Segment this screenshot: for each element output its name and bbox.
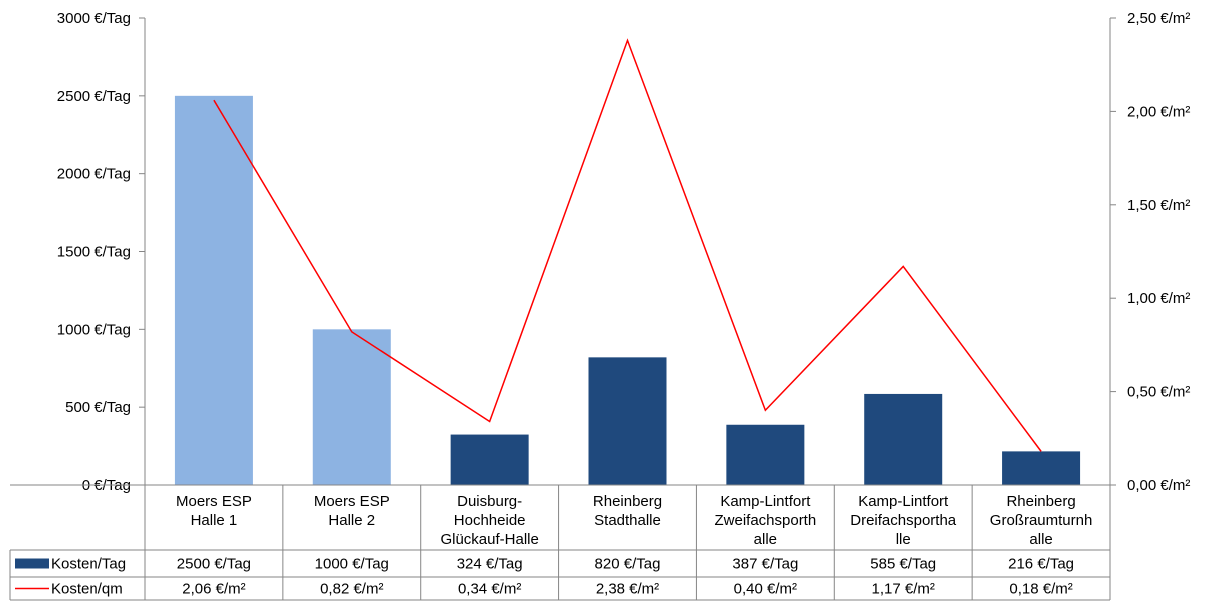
bar-series-kosten-tag (174, 95, 1081, 485)
legend-label-kosten-qm: Kosten/qm (51, 581, 123, 598)
data-label-kosten-qm: 2,06 €/m² (182, 581, 245, 598)
bar (864, 393, 943, 485)
data-label-kosten-qm: 2,38 €/m² (596, 581, 659, 598)
category-label: alle (1029, 531, 1052, 548)
category-label: Glückauf-Halle (440, 531, 538, 548)
data-label-kosten-tag: 216 €/Tag (1008, 556, 1074, 573)
data-label-kosten-qm: 1,17 €/m² (872, 581, 935, 598)
left-axis-tick-label: 500 €/Tag (65, 399, 131, 416)
category-label: Halle 1 (191, 512, 238, 529)
right-axis-tick-label: 1,00 €/m² (1127, 290, 1190, 307)
bar (1002, 451, 1081, 485)
data-label-kosten-tag: 387 €/Tag (732, 556, 798, 573)
category-label: Moers ESP (314, 493, 390, 510)
category-label: Zweifachsporth (714, 512, 816, 529)
left-axis-tick-label: 2500 €/Tag (57, 88, 131, 105)
data-label-kosten-qm: 0,18 €/m² (1009, 581, 1072, 598)
bar (588, 357, 667, 485)
right-axis-tick-label: 0,00 €/m² (1127, 477, 1190, 494)
left-axis-tick-label: 3000 €/Tag (57, 10, 131, 27)
category-label: Rheinberg (593, 493, 662, 510)
category-label: Halle 2 (328, 512, 375, 529)
category-label: Rheinberg (1006, 493, 1075, 510)
right-axis-tick-label: 2,50 €/m² (1127, 10, 1190, 27)
left-axis-tick-label: 1500 €/Tag (57, 244, 131, 261)
bar (450, 434, 529, 485)
left-axis-tick-label: 2000 €/Tag (57, 166, 131, 183)
data-label-kosten-qm: 0,40 €/m² (734, 581, 797, 598)
bar (312, 329, 391, 485)
category-label: Großraumturnh (990, 512, 1093, 529)
data-label-kosten-tag: 585 €/Tag (870, 556, 936, 573)
data-label-kosten-tag: 324 €/Tag (457, 556, 523, 573)
category-label: Duisburg- (457, 493, 522, 510)
category-label: Hochheide (454, 512, 526, 529)
category-label: Stadthalle (594, 512, 661, 529)
category-label: lle (896, 531, 911, 548)
right-axis-tick-label: 2,00 €/m² (1127, 103, 1190, 120)
data-label-kosten-qm: 0,34 €/m² (458, 581, 521, 598)
left-axis-tick-label: 1000 €/Tag (57, 321, 131, 338)
category-label: Kamp-Lintfort (858, 493, 949, 510)
category-label: Kamp-Lintfort (720, 493, 811, 510)
right-y-axis: 0,00 €/m² 0,50 €/m² 1,00 €/m² 1,50 €/m² 2,00… (1109, 10, 1190, 494)
bar (726, 424, 805, 485)
category-label: Dreifachsportha (850, 512, 957, 529)
legend-key-kosten-tag (15, 558, 49, 569)
right-axis-tick-label: 1,50 €/m² (1127, 197, 1190, 214)
data-table: Moers ESP Halle 1 Moers ESP Halle 2 Duisburg… (9, 484, 1111, 601)
data-label-kosten-tag: 2500 €/Tag (177, 556, 251, 573)
legend-label-kosten-tag: Kosten/Tag (51, 556, 126, 573)
data-label-kosten-tag: 1000 €/Tag (315, 556, 389, 573)
category-label: Moers ESP (176, 493, 252, 510)
right-axis-tick-label: 0,50 €/m² (1127, 384, 1190, 401)
bar (174, 95, 253, 485)
line-series-kosten-qm (213, 38, 1042, 452)
data-label-kosten-tag: 820 €/Tag (595, 556, 661, 573)
category-label: alle (754, 531, 777, 548)
data-label-kosten-qm: 0,82 €/m² (320, 581, 383, 598)
